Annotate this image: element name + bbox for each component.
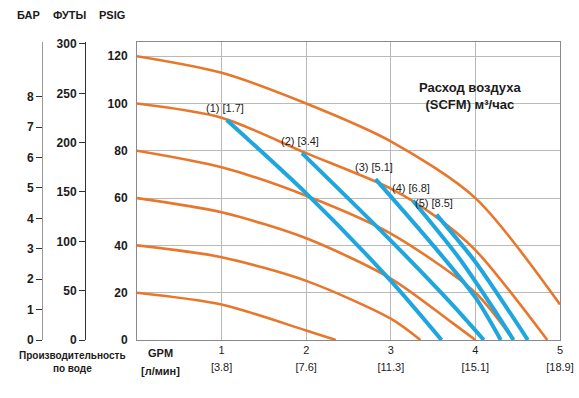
svg-text:40: 40 <box>114 239 128 253</box>
svg-text:(1) [1.7]: (1) [1.7] <box>206 102 244 114</box>
svg-text:БАР: БАР <box>17 9 40 21</box>
svg-text:(4) [6.8]: (4) [6.8] <box>392 182 430 194</box>
svg-text:7: 7 <box>27 120 34 134</box>
svg-text:4: 4 <box>472 344 478 356</box>
svg-text:[18.9]: [18.9] <box>546 361 574 373</box>
svg-text:[7.6]: [7.6] <box>295 361 316 373</box>
svg-text:Производительностьпо воде: Производительностьпо воде <box>19 350 126 374</box>
svg-text:(5) [8.5]: (5) [8.5] <box>415 197 453 209</box>
svg-text:150: 150 <box>57 185 77 199</box>
svg-text:[15.1]: [15.1] <box>462 361 490 373</box>
svg-text:100: 100 <box>57 235 77 249</box>
svg-text:5: 5 <box>557 344 563 356</box>
svg-text:[3.8]: [3.8] <box>211 361 232 373</box>
svg-text:8: 8 <box>27 90 34 104</box>
svg-text:3: 3 <box>27 242 34 256</box>
svg-text:5: 5 <box>27 181 34 195</box>
svg-text:2: 2 <box>303 344 309 356</box>
svg-text:60: 60 <box>114 191 128 205</box>
svg-text:Расход воздуха(SCFM) м³/час: Расход воздуха(SCFM) м³/час <box>419 80 521 112</box>
svg-text:100: 100 <box>108 97 128 111</box>
svg-text:300: 300 <box>57 37 77 51</box>
svg-text:120: 120 <box>108 49 128 63</box>
svg-text:3: 3 <box>388 344 394 356</box>
svg-text:(2) [3.4]: (2) [3.4] <box>281 135 319 147</box>
svg-text:PSIG: PSIG <box>99 9 125 21</box>
svg-text:0: 0 <box>27 333 34 347</box>
svg-text:20: 20 <box>114 286 128 300</box>
svg-text:(3) [5.1]: (3) [5.1] <box>355 161 393 173</box>
svg-text:0: 0 <box>70 333 77 347</box>
svg-text:50: 50 <box>63 284 77 298</box>
svg-text:1: 1 <box>27 303 34 317</box>
svg-text:ФУТЫ: ФУТЫ <box>53 9 87 21</box>
svg-text:80: 80 <box>114 144 128 158</box>
svg-text:6: 6 <box>27 151 34 165</box>
svg-text:GPM: GPM <box>148 347 173 359</box>
svg-text:[11.3]: [11.3] <box>377 361 404 373</box>
svg-text:1: 1 <box>219 344 225 356</box>
svg-text:2: 2 <box>27 272 34 286</box>
svg-text:250: 250 <box>57 87 77 101</box>
svg-text:[л/мин]: [л/мин] <box>141 365 180 377</box>
svg-text:200: 200 <box>57 136 77 150</box>
svg-text:4: 4 <box>27 212 34 226</box>
svg-text:0: 0 <box>121 333 128 347</box>
